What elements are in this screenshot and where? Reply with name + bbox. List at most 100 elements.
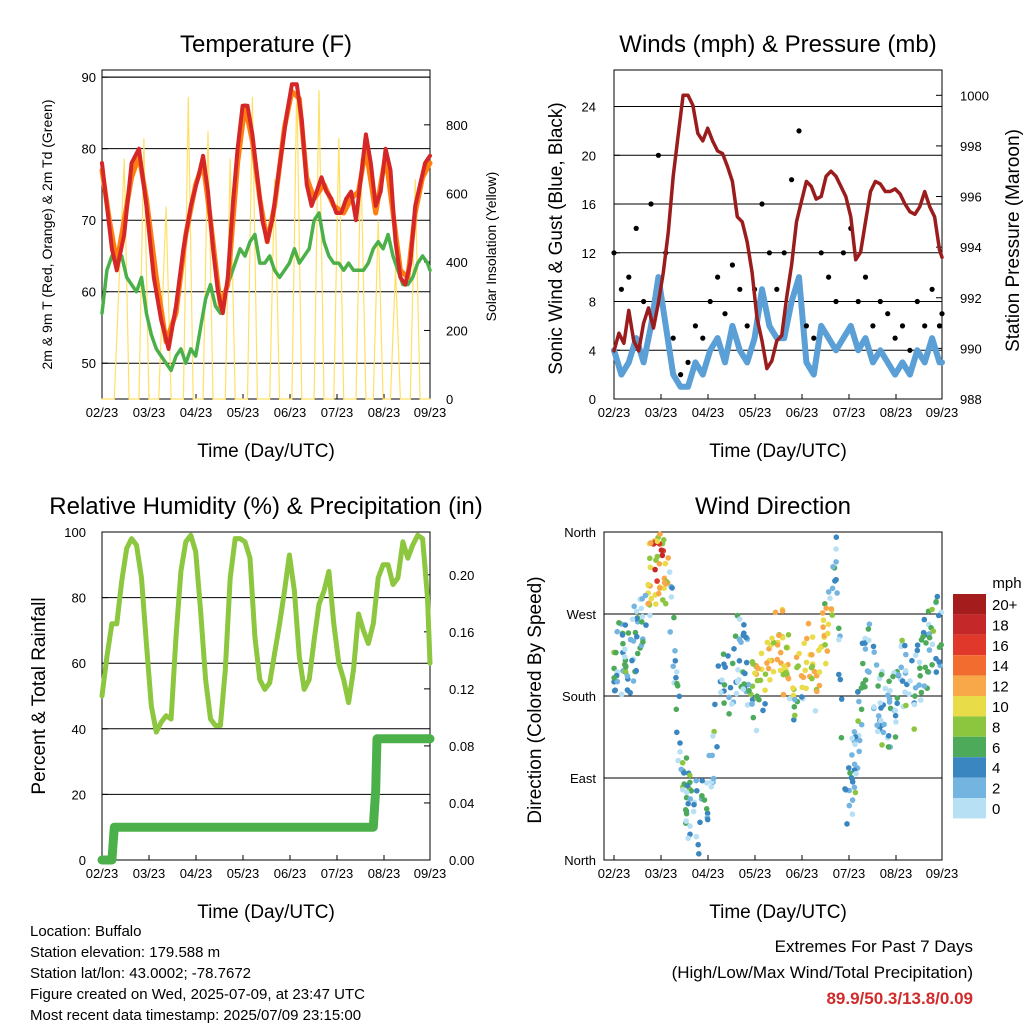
direction-point (846, 802, 853, 809)
gust-point (833, 298, 839, 305)
legend-swatch (953, 655, 986, 676)
direction-point (645, 581, 651, 588)
direction-point (666, 569, 673, 575)
gust-point (692, 323, 699, 329)
direction-point (881, 721, 887, 728)
direction-point (633, 608, 640, 615)
y-tick-label: 4 (589, 343, 596, 358)
direction-point (902, 668, 909, 674)
y-tick-label: West (567, 607, 597, 622)
direction-point (933, 669, 940, 675)
direction-point (647, 612, 653, 619)
direction-point (822, 642, 828, 648)
direction-point (785, 632, 792, 638)
direction-point (736, 616, 743, 622)
direction-point (742, 670, 748, 677)
y-right-tick-label: 0.16 (449, 625, 474, 640)
gust-point (877, 298, 883, 305)
chart-winds: 02/23 03/23 04/23 05/23 06/23 07/23 08/23 09/23… (546, 31, 1024, 462)
direction-point (634, 633, 640, 640)
direction-point (879, 742, 885, 748)
gust-point (781, 250, 787, 256)
x-tick-label: 06/23 (786, 866, 819, 881)
y-right-tick-label: 1000 (960, 88, 989, 103)
direction-point (711, 728, 717, 735)
direction-point (762, 701, 768, 707)
legend-label: 0 (992, 801, 1000, 818)
x-tick-label: 09/23 (414, 866, 447, 881)
direction-point (892, 712, 899, 719)
gust-point (929, 286, 935, 292)
direction-point (926, 647, 933, 653)
y-right-tick-label: 600 (446, 186, 468, 201)
direction-point (685, 835, 691, 842)
chart-title: Winds (mph) & Pressure (mb) (619, 31, 936, 58)
y-tick-label: 24 (582, 100, 596, 115)
gust-point (737, 286, 743, 292)
direction-point (762, 671, 769, 677)
direction-point (911, 726, 917, 732)
legend-swatch (953, 614, 986, 635)
direction-point (734, 678, 741, 685)
direction-point (828, 606, 835, 612)
direction-point (741, 630, 747, 636)
gust-point (700, 335, 706, 341)
gust-point (885, 311, 891, 317)
direction-point (630, 678, 637, 684)
direction-point (770, 639, 777, 646)
chart-title: Relative Humidity (%) & Precipitation (i… (49, 493, 482, 520)
direction-point (684, 789, 690, 796)
direction-point (684, 782, 691, 789)
y-tick-label: 60 (72, 656, 86, 671)
direction-point (772, 609, 779, 616)
direction-point (860, 660, 866, 667)
direction-point (791, 717, 797, 723)
direction-point (917, 665, 923, 671)
x-tick-label: 04/23 (180, 866, 213, 881)
direction-point (721, 682, 728, 688)
direction-point (736, 658, 743, 664)
direction-point (838, 734, 845, 741)
direction-point (675, 757, 681, 764)
direction-point (880, 729, 887, 736)
direction-point (844, 821, 850, 827)
gust-point (826, 274, 832, 280)
direction-point (676, 693, 683, 700)
chart-title: Temperature (F) (180, 31, 352, 58)
direction-point (622, 668, 629, 675)
legend-swatch (953, 634, 986, 656)
direction-point (851, 784, 858, 791)
direction-point (907, 678, 913, 684)
direction-point (803, 685, 809, 692)
direction-point (865, 626, 872, 632)
direction-point (929, 641, 936, 648)
direction-point (912, 652, 919, 659)
direction-point (843, 787, 849, 793)
gust-point (722, 311, 728, 317)
direction-point (858, 721, 865, 728)
x-tick-label: 02/23 (86, 405, 119, 420)
y-tick-label: 16 (582, 197, 596, 212)
direction-point (755, 665, 761, 672)
direction-point (758, 650, 765, 657)
direction-point (820, 617, 827, 623)
direction-point (674, 669, 680, 675)
x-tick-label: 07/23 (321, 866, 354, 881)
direction-point (812, 708, 819, 714)
gust-point (685, 359, 691, 365)
direction-point (914, 647, 921, 654)
direction-point (760, 707, 766, 714)
direction-point (882, 685, 889, 692)
direction-point (736, 636, 743, 643)
direction-point (805, 620, 812, 627)
direction-point (696, 851, 702, 857)
direction-point (785, 675, 792, 682)
direction-point (856, 748, 862, 755)
direction-point (871, 649, 877, 655)
direction-point (714, 744, 720, 750)
direction-point (819, 610, 826, 616)
y-tick-label: South (562, 689, 596, 704)
direction-point (933, 598, 939, 605)
direction-point (856, 698, 862, 705)
direction-point (795, 663, 801, 669)
